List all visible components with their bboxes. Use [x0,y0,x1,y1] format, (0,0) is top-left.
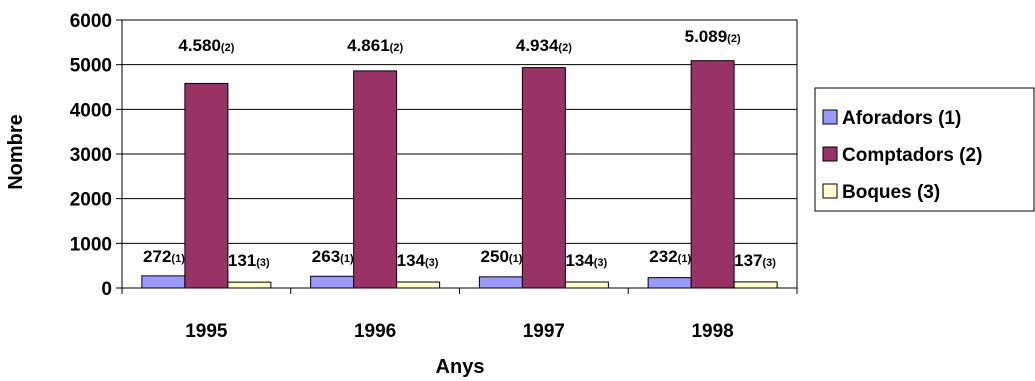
data-label: 137(3) [734,251,776,270]
y-tick-label: 1000 [70,234,112,255]
bar-3-1996 [396,281,441,289]
y-tick-label: 6000 [70,11,112,32]
data-label: 232(1) [649,247,691,266]
legend: Aforadors (1) Comptadors (2) Boques (3) [814,87,1035,212]
bar-3-1998 [733,281,778,289]
legend-swatch [822,183,838,199]
data-label: 272(1) [143,247,185,266]
legend-swatch [822,109,838,125]
bar-1-1998 [647,277,692,289]
data-label: 4.934(2) [516,36,572,55]
x-tick-label: 1996 [354,321,396,342]
data-label: 263(1) [312,247,354,266]
y-tick-label: 2000 [70,190,112,211]
legend-swatch [822,146,838,162]
y-tick-labels: 0 1000 2000 3000 4000 5000 6000 [70,11,112,300]
bar-2-1997 [521,67,566,289]
bar-2-1998 [690,60,735,289]
bars [141,60,778,289]
x-tick-labels: 1995 1996 1997 1998 [185,321,734,342]
bar-1-1996 [310,275,355,289]
bar-3-1997 [564,281,609,289]
bar-3-1995 [227,281,272,289]
y-tick-label: 4000 [70,100,112,121]
x-tick-label: 1998 [691,321,733,342]
y-tick-label: 5000 [70,56,112,77]
data-label: 134(3) [565,251,607,270]
legend-entry: Comptadors (2) [842,145,982,166]
y-tick-label: 0 [101,279,112,300]
x-axis-title: Anys [436,356,485,378]
data-label: 4.861(2) [347,36,403,55]
data-label: 4.580(2) [178,36,234,55]
legend-entry: Boques (3) [842,182,940,203]
x-tick-label: 1995 [185,321,228,342]
bar-2-1995 [184,82,229,289]
data-label: 131(3) [228,251,270,270]
y-tick-label: 3000 [70,145,112,166]
data-labels: 272(1) 4.580(2) 131(3) 263(1) 4.861(2) 134(3)… [143,27,776,270]
data-label: 5.089(2) [685,27,741,46]
bar-2-1996 [353,70,398,289]
legend-frame [814,87,1035,212]
legend-entry: Aforadors (1) [842,108,961,129]
x-tick-label: 1997 [523,321,565,342]
data-label: 134(3) [397,251,439,270]
bar-1-1997 [478,276,523,289]
bar-1-1995 [141,275,186,289]
axes [116,19,798,294]
y-axis-title: Nombre [5,114,27,190]
data-label: 250(1) [481,247,523,266]
